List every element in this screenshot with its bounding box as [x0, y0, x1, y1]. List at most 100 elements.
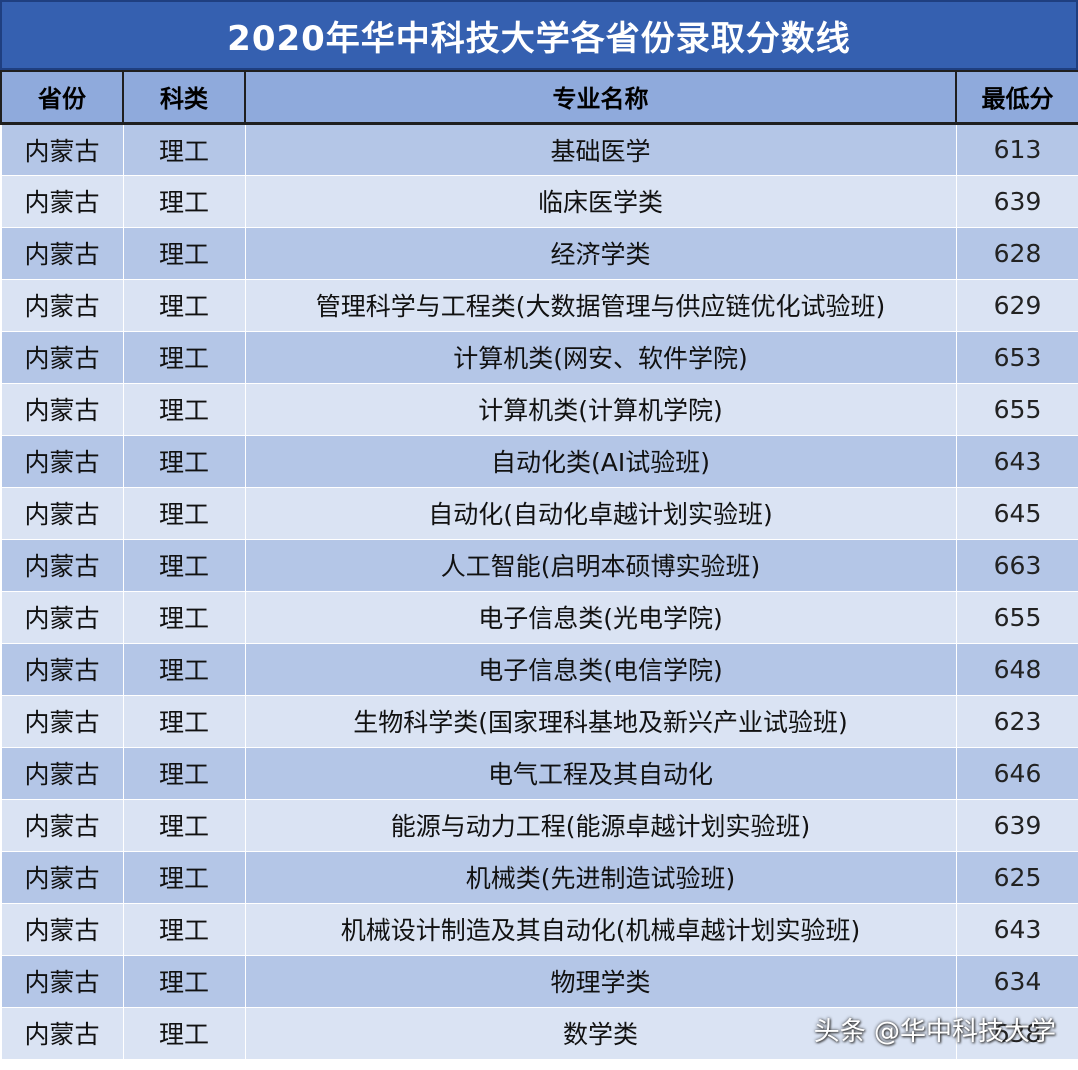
table-row: 内蒙古 理工 自动化类(AI试验班) 643: [0, 435, 1078, 488]
table-row: 内蒙古 理工 自动化(自动化卓越计划实验班) 645: [0, 487, 1078, 540]
major-cell: 临床医学类: [244, 175, 957, 228]
category-cell: 理工: [122, 435, 246, 488]
header-category: 科类: [122, 70, 246, 125]
major-cell: 自动化(自动化卓越计划实验班): [244, 487, 957, 540]
category-cell: 理工: [122, 903, 246, 956]
table-row: 内蒙古 理工 电子信息类(电信学院) 648: [0, 643, 1078, 696]
province-cell: 内蒙古: [0, 903, 124, 956]
province-cell: 内蒙古: [0, 279, 124, 332]
header-major: 专业名称: [244, 70, 957, 125]
category-cell: 理工: [122, 175, 246, 228]
table-row: 内蒙古 理工 基础医学 613: [0, 123, 1078, 176]
min-score-cell: 645: [955, 487, 1078, 540]
province-cell: 内蒙古: [0, 383, 124, 436]
province-cell: 内蒙古: [0, 591, 124, 644]
province-cell: 内蒙古: [0, 487, 124, 540]
table-row: 内蒙古 理工 机械类(先进制造试验班) 625: [0, 851, 1078, 904]
major-cell: 能源与动力工程(能源卓越计划实验班): [244, 799, 957, 852]
category-cell: 理工: [122, 227, 246, 280]
major-cell: 人工智能(启明本硕博实验班): [244, 539, 957, 592]
category-cell: 理工: [122, 539, 246, 592]
major-cell: 机械类(先进制造试验班): [244, 851, 957, 904]
header-row: 省份 科类 专业名称 最低分: [0, 70, 1078, 125]
major-cell: 管理科学与工程类(大数据管理与供应链优化试验班): [244, 279, 957, 332]
category-cell: 理工: [122, 695, 246, 748]
header-province: 省份: [0, 70, 124, 125]
min-score-cell: 623: [955, 695, 1078, 748]
province-cell: 内蒙古: [0, 123, 124, 176]
major-cell: 基础医学: [244, 123, 957, 176]
major-cell: 计算机类(计算机学院): [244, 383, 957, 436]
table-row: 内蒙古 理工 计算机类(网安、软件学院) 653: [0, 331, 1078, 384]
table-row: 内蒙古 理工 经济学类 628: [0, 227, 1078, 280]
watermark: 头条 @华中科技大学: [813, 1017, 1056, 1047]
table-row: 内蒙古 理工 人工智能(启明本硕博实验班) 663: [0, 539, 1078, 592]
min-score-cell: 629: [955, 279, 1078, 332]
province-cell: 内蒙古: [0, 955, 124, 1008]
min-score-cell: 653: [955, 331, 1078, 384]
min-score-cell: 663: [955, 539, 1078, 592]
table-row: 内蒙古 理工 生物科学类(国家理科基地及新兴产业试验班) 623: [0, 695, 1078, 748]
major-cell: 计算机类(网安、软件学院): [244, 331, 957, 384]
province-cell: 内蒙古: [0, 435, 124, 488]
province-cell: 内蒙古: [0, 227, 124, 280]
province-cell: 内蒙古: [0, 1007, 124, 1060]
major-cell: 电子信息类(光电学院): [244, 591, 957, 644]
province-cell: 内蒙古: [0, 643, 124, 696]
header-min-score: 最低分: [955, 70, 1078, 125]
province-cell: 内蒙古: [0, 851, 124, 904]
table-row: 内蒙古 理工 电子信息类(光电学院) 655: [0, 591, 1078, 644]
min-score-cell: 655: [955, 591, 1078, 644]
category-cell: 理工: [122, 955, 246, 1008]
category-cell: 理工: [122, 851, 246, 904]
table-row: 内蒙古 理工 计算机类(计算机学院) 655: [0, 383, 1078, 436]
min-score-cell: 628: [955, 227, 1078, 280]
province-cell: 内蒙古: [0, 747, 124, 800]
table-row: 内蒙古 理工 数学类 638: [0, 1007, 1078, 1060]
major-cell: 数学类: [244, 1007, 957, 1060]
major-cell: 经济学类: [244, 227, 957, 280]
major-cell: 电子信息类(电信学院): [244, 643, 957, 696]
table-row: 内蒙古 理工 管理科学与工程类(大数据管理与供应链优化试验班) 629: [0, 279, 1078, 332]
min-score-cell: 634: [955, 955, 1078, 1008]
min-score-cell: 639: [955, 175, 1078, 228]
table-row: 内蒙古 理工 物理学类 634: [0, 955, 1078, 1008]
min-score-cell: 638: [955, 1007, 1078, 1060]
province-cell: 内蒙古: [0, 695, 124, 748]
table-row: 内蒙古 理工 机械设计制造及其自动化(机械卓越计划实验班) 643: [0, 903, 1078, 956]
major-cell: 物理学类: [244, 955, 957, 1008]
title-bar: 2020年华中科技大学各省份录取分数线: [0, 0, 1078, 70]
table-body: 内蒙古 理工 基础医学 613 内蒙古 理工 临床医学类 639 内蒙古 理工 经济学类 628 内蒙古…: [0, 123, 1078, 1060]
category-cell: 理工: [122, 643, 246, 696]
category-cell: 理工: [122, 383, 246, 436]
category-cell: 理工: [122, 591, 246, 644]
page-title: 2020年华中科技大学各省份录取分数线: [227, 18, 851, 59]
major-cell: 电气工程及其自动化: [244, 747, 957, 800]
min-score-cell: 646: [955, 747, 1078, 800]
category-cell: 理工: [122, 331, 246, 384]
min-score-cell: 643: [955, 903, 1078, 956]
category-cell: 理工: [122, 487, 246, 540]
category-cell: 理工: [122, 279, 246, 332]
table-row: 内蒙古 理工 能源与动力工程(能源卓越计划实验班) 639: [0, 799, 1078, 852]
table-row: 内蒙古 理工 电气工程及其自动化 646: [0, 747, 1078, 800]
province-cell: 内蒙古: [0, 799, 124, 852]
min-score-cell: 639: [955, 799, 1078, 852]
category-cell: 理工: [122, 1007, 246, 1060]
province-cell: 内蒙古: [0, 175, 124, 228]
category-cell: 理工: [122, 123, 246, 176]
table-row: 内蒙古 理工 临床医学类 639: [0, 175, 1078, 228]
major-cell: 自动化类(AI试验班): [244, 435, 957, 488]
major-cell: 机械设计制造及其自动化(机械卓越计划实验班): [244, 903, 957, 956]
category-cell: 理工: [122, 799, 246, 852]
category-cell: 理工: [122, 747, 246, 800]
min-score-cell: 625: [955, 851, 1078, 904]
min-score-cell: 655: [955, 383, 1078, 436]
score-table: 省份 科类 专业名称 最低分 内蒙古 理工 基础医学 613 内蒙古 理工 临床医学类 639…: [0, 70, 1078, 1060]
min-score-cell: 643: [955, 435, 1078, 488]
min-score-cell: 648: [955, 643, 1078, 696]
major-cell: 生物科学类(国家理科基地及新兴产业试验班): [244, 695, 957, 748]
province-cell: 内蒙古: [0, 539, 124, 592]
province-cell: 内蒙古: [0, 331, 124, 384]
